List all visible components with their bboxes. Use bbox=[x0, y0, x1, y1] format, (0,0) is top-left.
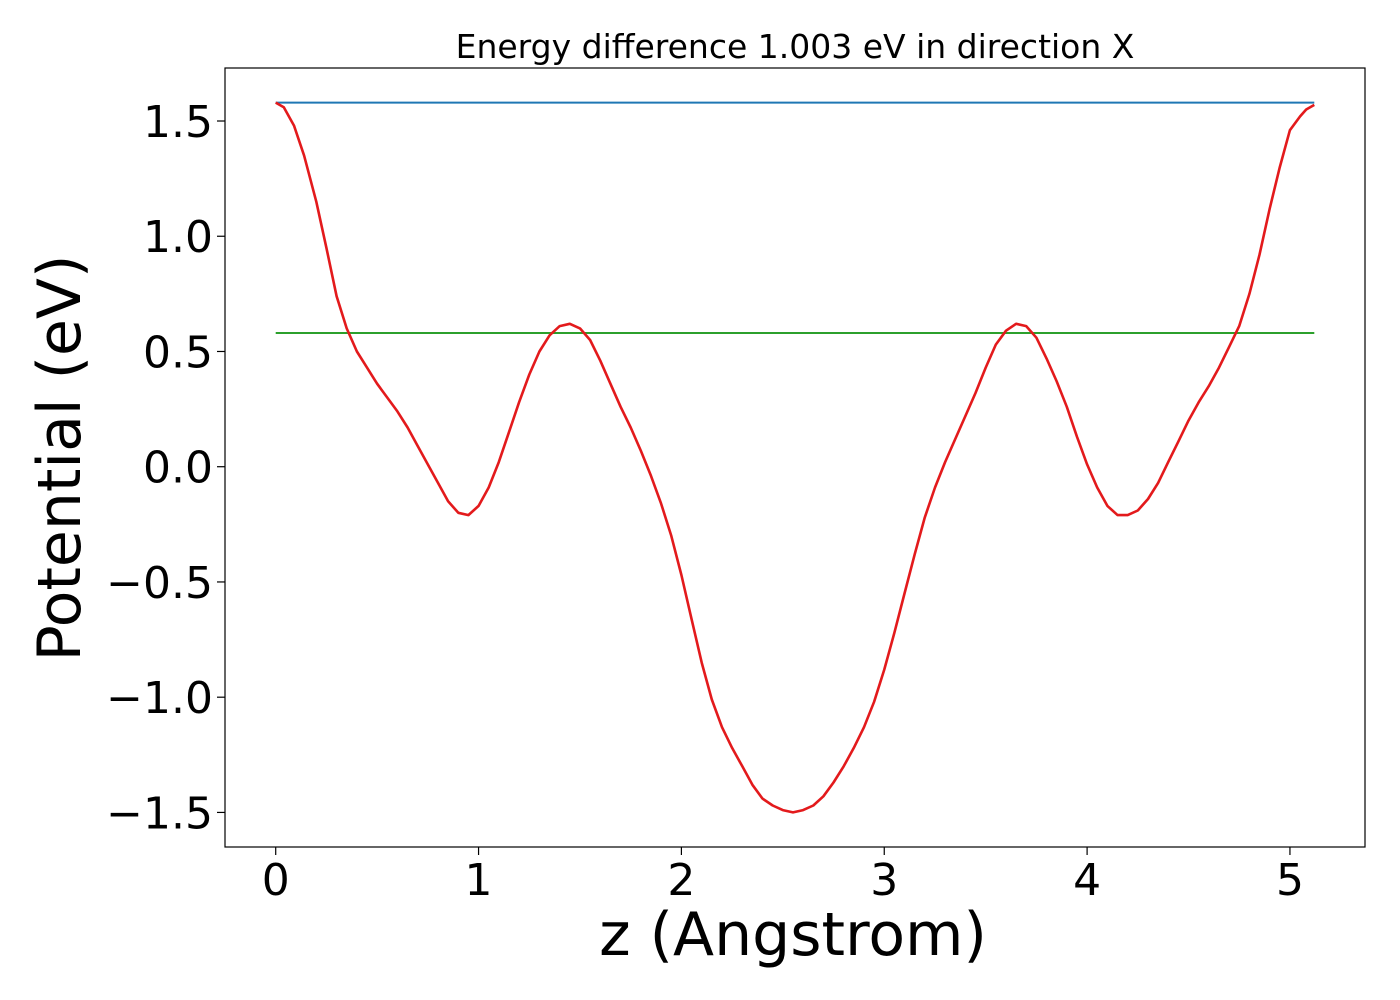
plot-area bbox=[275, 101, 1315, 814]
x-tick-label: 5 bbox=[1276, 855, 1304, 906]
x-tick-label: 3 bbox=[870, 855, 898, 906]
y-tick-label: 0.0 bbox=[143, 443, 213, 494]
axes-frame bbox=[224, 67, 1366, 848]
y-tick-label: 0.5 bbox=[143, 327, 213, 378]
x-axis-ticks: 0 1 2 3 4 5 bbox=[262, 847, 1304, 906]
x-axis-label: z (Angstrom) bbox=[599, 900, 987, 970]
x-tick-label: 2 bbox=[667, 855, 695, 906]
y-tick-label: 1.5 bbox=[143, 97, 213, 148]
x-tick-label: 4 bbox=[1073, 855, 1101, 906]
x-tick-label: 1 bbox=[465, 855, 493, 906]
y-axis-ticks: 1.5 1.0 0.5 0.0 −0.5 −1.0 −1.5 bbox=[106, 97, 225, 839]
y-tick-label: −1.5 bbox=[106, 788, 213, 839]
chart-title: Energy difference 1.003 eV in direction … bbox=[456, 27, 1135, 66]
y-axis-label: Potential (eV) bbox=[25, 255, 95, 662]
y-tick-label: −0.5 bbox=[106, 558, 213, 609]
y-tick-label: 1.0 bbox=[143, 212, 213, 263]
potential-curve bbox=[275, 101, 1315, 814]
y-tick-label: −1.0 bbox=[106, 673, 213, 724]
x-tick-label: 0 bbox=[262, 855, 290, 906]
